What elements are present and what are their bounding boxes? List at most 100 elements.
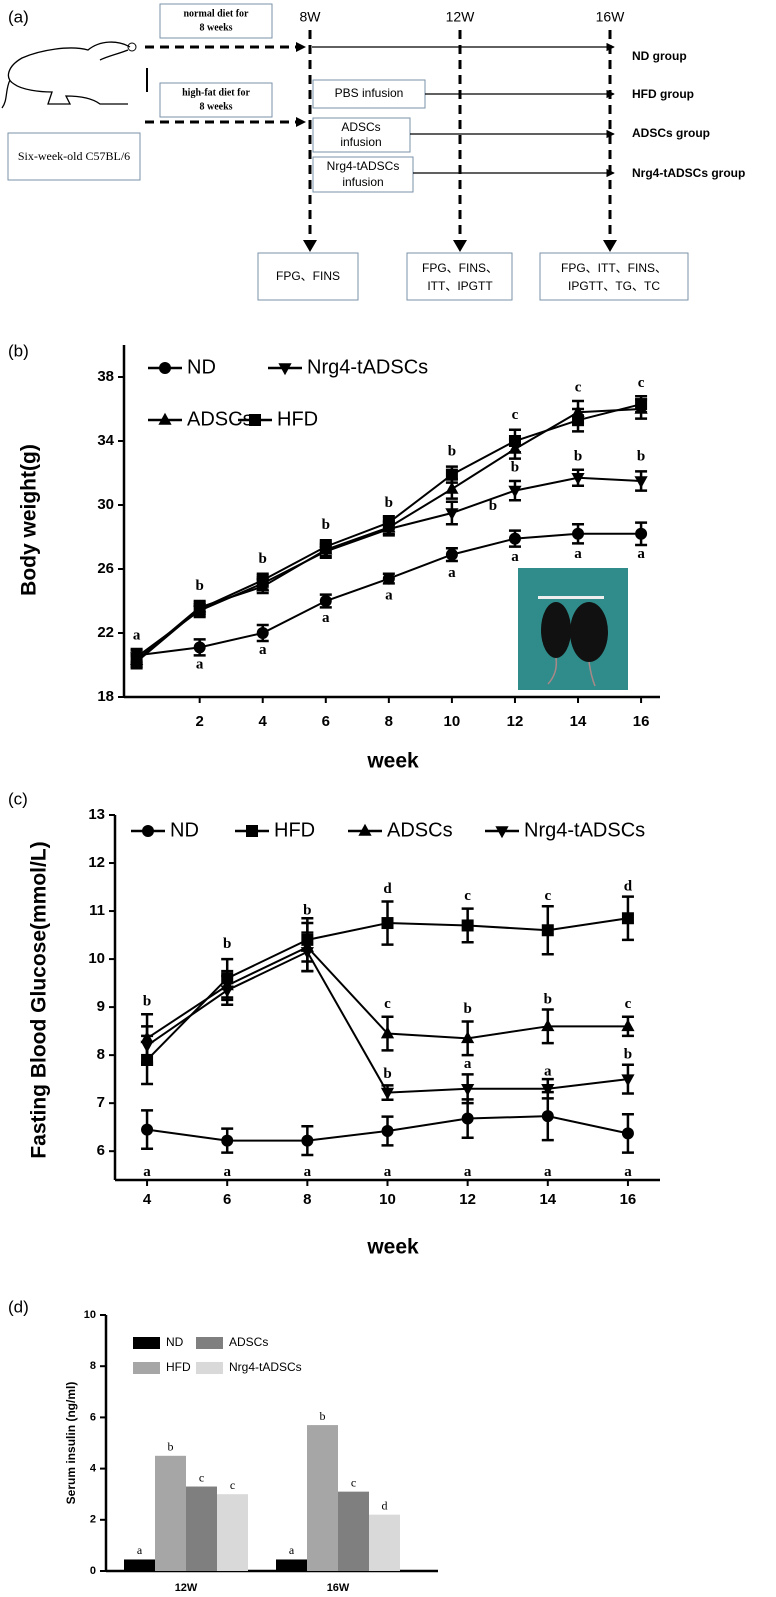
annotation: d xyxy=(383,881,392,897)
y-tick-label: 34 xyxy=(97,432,114,449)
timepoint: 8W xyxy=(300,9,322,25)
annotation: c xyxy=(625,996,632,1012)
legend-label: HFD xyxy=(274,819,315,841)
legend-swatch xyxy=(133,1337,160,1349)
tail xyxy=(547,657,596,687)
marker xyxy=(445,481,459,494)
group-label: ND group xyxy=(632,49,687,63)
legend-marker xyxy=(142,825,154,837)
marker xyxy=(572,414,585,427)
annotation: a xyxy=(196,656,204,672)
panel-label: (d) xyxy=(8,1297,29,1316)
marker xyxy=(256,574,269,587)
measurement: FPG、FINS、 xyxy=(422,261,498,275)
significance-letter: a xyxy=(289,1543,295,1557)
annotation: a xyxy=(133,628,141,644)
annotation: c xyxy=(512,407,519,423)
y-tick-label: 11 xyxy=(89,902,105,919)
marker xyxy=(541,1110,554,1123)
legend-marker xyxy=(495,826,509,839)
bar xyxy=(338,1491,369,1571)
measurement: FPG、FINS xyxy=(276,269,340,283)
annotation: b xyxy=(544,991,552,1007)
annotation: b xyxy=(463,1001,471,1017)
marker xyxy=(635,398,648,411)
annotation: b xyxy=(195,578,203,594)
x-tick-label: 2 xyxy=(195,713,203,730)
marker xyxy=(130,655,143,668)
annotation: b xyxy=(303,902,311,918)
bar xyxy=(155,1455,186,1571)
diet-box xyxy=(159,82,273,118)
annotation: a xyxy=(385,588,393,604)
annotation: b xyxy=(143,994,151,1010)
y-tick-label: 8 xyxy=(97,1046,105,1063)
y-tick-label: 4 xyxy=(90,1463,97,1475)
bar xyxy=(307,1425,338,1571)
annotation: b xyxy=(223,936,231,952)
y-tick-label: 10 xyxy=(88,950,105,967)
legend-label: ADSCs xyxy=(187,408,253,430)
x-tick-label: 4 xyxy=(143,1191,152,1208)
diagram: (a) Six-week-old C57BL/6 normal diet for… xyxy=(1,3,745,301)
marker xyxy=(300,947,314,960)
annotation: c xyxy=(384,996,391,1012)
legend-marker xyxy=(249,414,261,426)
y-tick-label: 26 xyxy=(97,560,114,577)
legend-marker xyxy=(159,362,171,374)
y-axis-label: Serum insulin (ng/ml) xyxy=(64,1382,78,1505)
bar xyxy=(276,1559,307,1571)
infusion: ADSCs xyxy=(341,120,380,134)
y-tick-label: 9 xyxy=(97,998,105,1015)
timepoint: 16W xyxy=(596,9,626,25)
diet-box xyxy=(159,3,273,39)
legend-swatch xyxy=(196,1362,223,1374)
annotation: a xyxy=(304,1164,312,1180)
annotation: d xyxy=(624,878,633,894)
marker xyxy=(193,641,206,654)
arrow-head xyxy=(296,42,306,52)
marker xyxy=(382,516,395,529)
marker xyxy=(380,1026,395,1039)
marker xyxy=(461,1083,475,1096)
y-tick-label: 8 xyxy=(90,1360,96,1372)
legend-marker xyxy=(158,412,172,425)
marker xyxy=(508,435,521,447)
diet-text: 8 weeks xyxy=(199,101,232,112)
marker xyxy=(319,540,332,553)
y-tick-label: 18 xyxy=(97,688,114,705)
infusion: PBS infusion xyxy=(335,86,404,100)
marker xyxy=(634,476,648,489)
y-tick-label: 10 xyxy=(84,1309,96,1321)
y-axis-label: Fasting Blood Glucose(mmol/L) xyxy=(28,841,51,1158)
annotation: b xyxy=(624,1047,632,1063)
group-label: Nrg4-tADSCs group xyxy=(632,166,745,180)
annotation: c xyxy=(544,888,551,904)
mouse-nose xyxy=(127,42,137,52)
y-tick-label: 30 xyxy=(97,496,114,513)
bar xyxy=(217,1494,248,1571)
y-tick-label: 13 xyxy=(88,806,105,823)
x-tick-label: 10 xyxy=(444,713,461,730)
annotation: c xyxy=(575,380,582,396)
y-tick-label: 6 xyxy=(97,1142,105,1159)
y-tick-label: 22 xyxy=(97,624,114,641)
x-tick-label: 4 xyxy=(259,713,268,730)
legend-label: HFD xyxy=(277,408,318,430)
significance-letter: b xyxy=(168,1440,174,1454)
marker xyxy=(541,1083,555,1096)
bar xyxy=(124,1559,155,1571)
group-label: ADSCs group xyxy=(632,126,710,140)
marker xyxy=(381,1125,394,1138)
timepoint: 12W xyxy=(446,9,476,25)
x-tick-label: 16 xyxy=(620,1191,637,1208)
annotation: a xyxy=(143,1164,151,1180)
strain-box xyxy=(7,132,141,181)
measure-box xyxy=(539,252,689,301)
x-tick-label: 12W xyxy=(175,1582,198,1594)
legend-label: Nrg4-tADSCs xyxy=(229,1360,302,1374)
marker xyxy=(621,1127,634,1140)
marker xyxy=(571,473,585,485)
significance-letter: a xyxy=(137,1543,143,1557)
